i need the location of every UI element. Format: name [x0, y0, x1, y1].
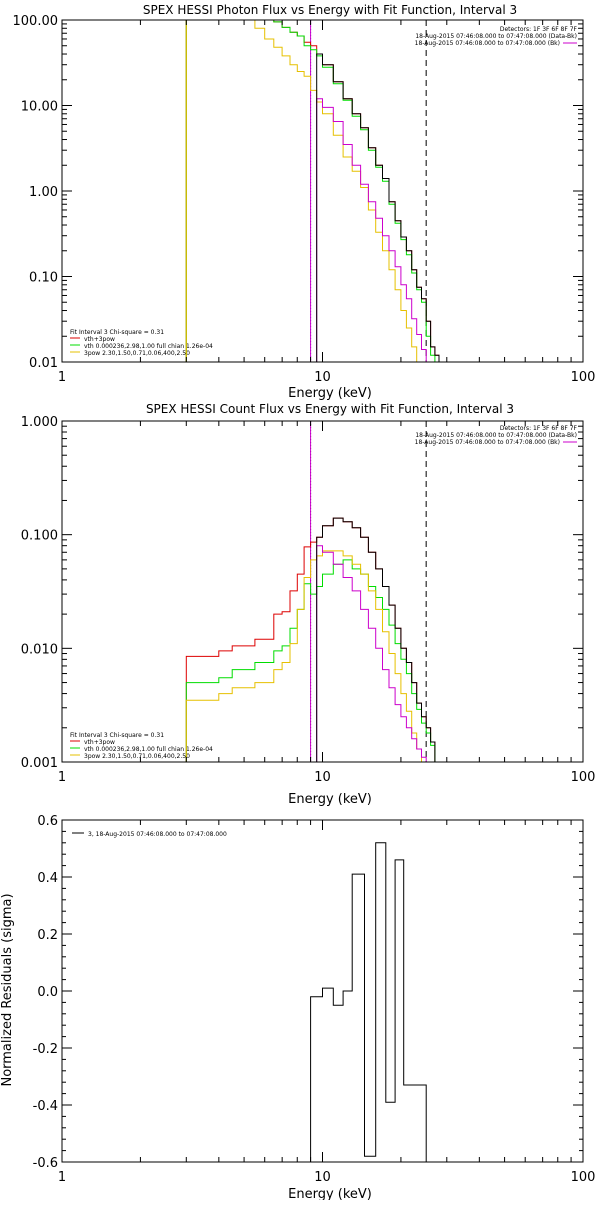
panel2-title: SPEX HESSI Count Flux vs Energy with Fit…	[146, 402, 514, 416]
panel3-y-tick-label: 0.4	[37, 871, 58, 886]
panel3-y-tick-label: -0.2	[33, 1042, 58, 1057]
panel1-x-tick-label: 1	[58, 370, 66, 385]
panel2-series-5-line	[316, 517, 439, 762]
panel1-y-tick-label: 10.00	[21, 100, 58, 115]
panel2-series-4-line	[316, 545, 439, 762]
panel2-y-tick-label: 1.000	[21, 415, 58, 430]
panel1-x-tick-label: 10	[314, 370, 331, 385]
panel1-series-5-line	[316, 53, 440, 362]
panel3-y-tick-label: -0.6	[33, 1156, 58, 1171]
panel2-info-line-3: 18-Aug-2015 07:46:08.000 to 07:47:08.000…	[415, 439, 560, 446]
panel1-x-tick-label: 100	[571, 370, 596, 385]
panel2-x-tick-label: 10	[314, 770, 331, 785]
panel1-info-line-1: Detectors: 1F 3F 6F 8F 7F	[500, 26, 578, 33]
panel1-series-4-line	[316, 98, 439, 362]
panel1-y-tick-label: 100.00	[13, 14, 59, 29]
panel3-y-tick-label: -0.4	[33, 1099, 58, 1114]
panel1-y-tick-label: 0.01	[29, 356, 58, 371]
panel2-legend-label-3: 3pow 2.30,1.50,0.71,0.06,400,2.50	[84, 753, 190, 760]
panel2-x-tick-label: 1	[58, 770, 66, 785]
panel3-y-tick-label: 0.0	[37, 985, 58, 1000]
panel2-info-line-2: 18-Aug-2015 07:46:08.000 to 07:47:08.000…	[415, 432, 577, 439]
panel3-x-tick-label: 100	[571, 1170, 596, 1185]
panel1-legend-label-2: vth 0.000236,2.98,1.00 full chian 1.26e-…	[84, 343, 213, 350]
panel2-y-tick-label: 0.010	[21, 642, 58, 657]
panel2-info-line-1: Detectors: 1F 3F 6F 8F 7F	[500, 425, 578, 432]
panel2-series-2-line	[185, 559, 439, 762]
panel2-y-tick-label: 0.001	[21, 756, 58, 771]
panel2-xlabel: Energy (keV)	[288, 792, 372, 807]
panel2-legend-label-2: vth 0.000236,2.98,1.00 full chian 1.26e-…	[84, 746, 213, 753]
panel2-series-3-line	[185, 550, 439, 762]
panel1-info-line-3: 18-Aug-2015 07:46:08.000 to 07:47:08.000…	[415, 40, 560, 47]
panel1-y-tick-label: 1.00	[29, 185, 58, 200]
panel3-x-tick-label: 1	[58, 1170, 66, 1185]
panel1-title: SPEX HESSI Photon Flux vs Energy with Fi…	[143, 3, 517, 17]
panel3-xlabel: Energy (keV)	[288, 1187, 372, 1200]
panel1-y-tick-label: 0.10	[29, 271, 58, 286]
panel3-y-tick-label: 0.2	[37, 928, 58, 943]
panel1-fit-label: Fit Interval 3 Chi-square = 0.31	[70, 329, 164, 336]
panel1-info-line-2: 18-Aug-2015 07:46:08.000 to 07:47:08.000…	[415, 33, 577, 40]
panel3-y-tick-label: 0.6	[37, 814, 58, 829]
panel3-legend-label-1: 3, 18-Aug-2015 07:46:08.000 to 07:47:08.…	[88, 831, 227, 838]
panel2-legend-label-1: vth+3pow	[84, 739, 115, 746]
panel3-x-tick-label: 10	[314, 1170, 331, 1185]
panel1-legend-label-3: 3pow 2.30,1.50,0.71,0.06,400,2.50	[84, 350, 190, 357]
panel3-ylabel: Normalized Residuals (sigma)	[0, 893, 15, 1086]
panel3-series-1-line	[310, 842, 427, 1162]
panel2-fit-label: Fit Interval 3 Chi-square = 0.31	[70, 732, 164, 739]
panel1-legend-label-1: vth+3pow	[84, 336, 115, 343]
panel2-x-tick-label: 100	[571, 770, 596, 785]
panel2-y-tick-label: 0.100	[21, 529, 58, 544]
panel1-xlabel: Energy (keV)	[288, 386, 372, 401]
